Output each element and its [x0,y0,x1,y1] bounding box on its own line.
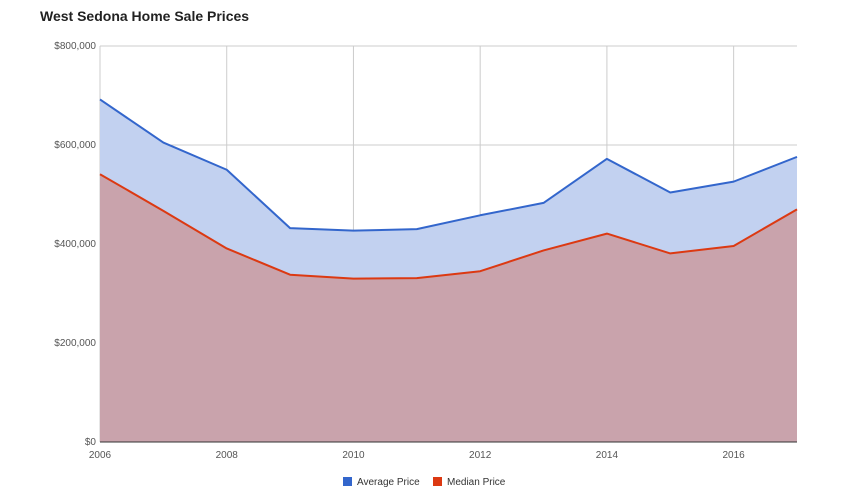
y-tick-label: $800,000 [54,41,96,52]
x-tick-label: 2012 [469,450,492,461]
legend: Average Price Median Price [343,477,506,488]
legend-label-1[interactable]: Median Price [447,477,506,488]
legend-swatch-1[interactable] [433,477,442,486]
x-tick-label: 2006 [89,450,112,461]
x-tick-label: 2010 [342,450,365,461]
series-line-1[interactable] [99,173,798,280]
y-tick-label: $200,000 [54,338,96,349]
y-tick-label: $600,000 [54,140,96,151]
y-tick-label: $400,000 [54,239,96,250]
x-tick-label: 2014 [596,450,619,461]
x-tick-label: 2008 [216,450,239,461]
axes: $0 $200,000 $400,000 $600,000 $800,000 2006 20… [54,41,797,461]
x-tick-label: 2016 [723,450,746,461]
y-tick-label: $0 [85,437,97,448]
series-line-0[interactable] [99,98,798,232]
legend-label-0[interactable]: Average Price [357,477,420,488]
series-area-1 [100,174,797,442]
chart-title: West Sedona Home Sale Prices [40,8,250,24]
series-lines [99,98,798,280]
series-areas [100,99,797,443]
legend-swatch-0[interactable] [343,477,352,486]
